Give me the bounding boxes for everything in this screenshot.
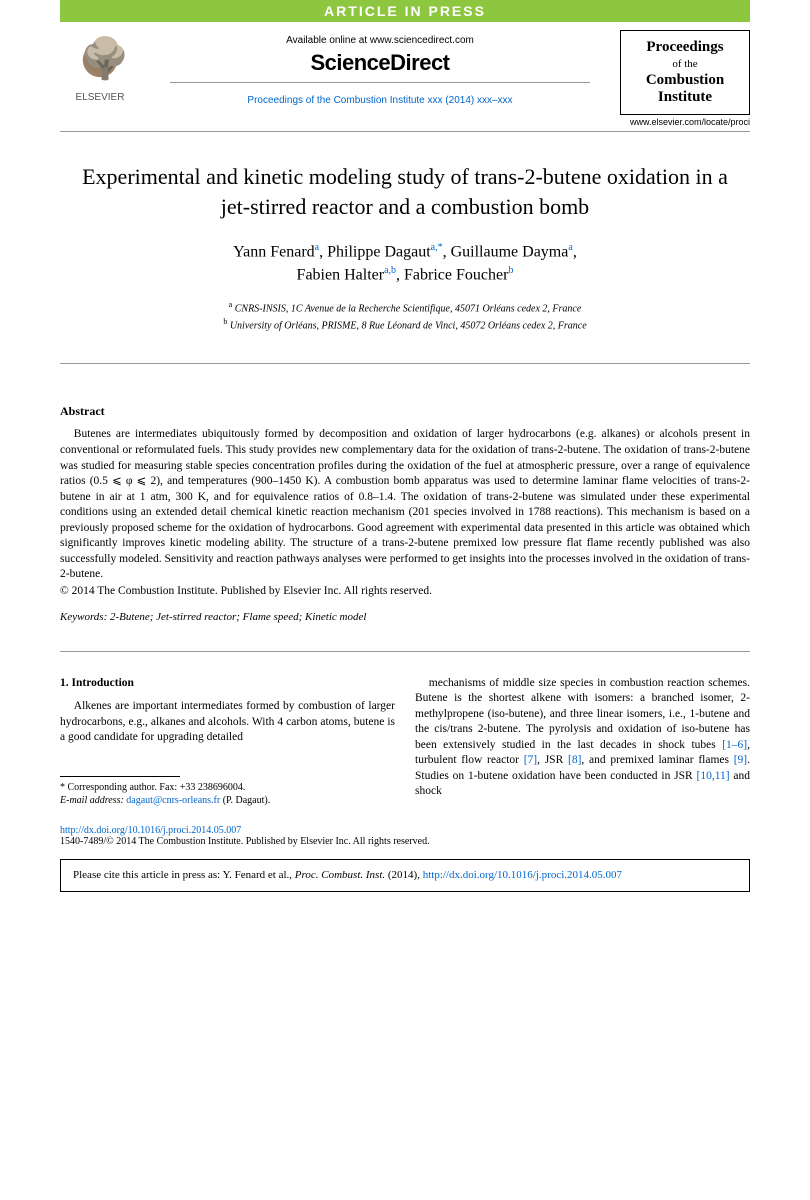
abstract-text: Butenes are intermediates ubiquitously f… <box>60 427 750 582</box>
body-columns: 1. Introduction Alkenes are important in… <box>60 676 750 807</box>
affiliations: a CNRS-INSIS, 1C Avenue de la Recherche … <box>60 299 750 334</box>
center-header: Available online at www.sciencedirect.co… <box>140 30 620 106</box>
article-in-press-banner: ARTICLE IN PRESS <box>60 0 750 22</box>
citation-box: Please cite this article in press as: Y.… <box>60 859 750 892</box>
keywords-list: 2-Butene; Jet-stirred reactor; Flame spe… <box>110 611 366 623</box>
journal-line1: Proceedings <box>625 39 745 56</box>
intro-col1-text: Alkenes are important intermediates form… <box>60 699 395 746</box>
left-column: 1. Introduction Alkenes are important in… <box>60 676 395 807</box>
author-list: Yann Fenarda, Philippe Dagauta,*, Guilla… <box>60 241 750 286</box>
affil-link-a[interactable]: a <box>315 242 319 253</box>
header-row: ELSEVIER Available online at www.science… <box>60 30 750 115</box>
doi-link[interactable]: http://dx.doi.org/10.1016/j.proci.2014.0… <box>60 825 750 836</box>
affil-link-a2[interactable]: a <box>568 242 572 253</box>
email-link[interactable]: dagaut@cnrs-orleans.fr <box>126 795 220 806</box>
journal-title-box: Proceedings of the Combustion Institute <box>620 30 750 115</box>
right-column: mechanisms of middle size species in com… <box>415 676 750 807</box>
affil-link-b[interactable]: b <box>508 265 513 276</box>
ref-link-8[interactable]: [8] <box>568 754 581 766</box>
journal-line3: Combustion <box>625 72 745 89</box>
affil-link-ab[interactable]: a,b <box>384 265 396 276</box>
journal-line2: of the <box>625 58 745 70</box>
email-label: E-mail address: <box>60 795 124 806</box>
abstract-heading: Abstract <box>60 404 750 419</box>
elsevier-label: ELSEVIER <box>60 92 140 103</box>
article-title: Experimental and kinetic modeling study … <box>70 162 740 221</box>
intro-col2-text: mechanisms of middle size species in com… <box>415 676 750 800</box>
keywords-line: Keywords: 2-Butene; Jet-stirred reactor;… <box>60 611 750 623</box>
affiliation-b: University of Orléans, PRISME, 8 Rue Léo… <box>230 320 587 331</box>
journal-url[interactable]: www.elsevier.com/locate/proci <box>0 117 750 127</box>
ref-link-9[interactable]: [9] <box>734 754 747 766</box>
affil-link-a-corr[interactable]: a,* <box>431 242 443 253</box>
elsevier-logo-box: ELSEVIER <box>60 30 140 103</box>
ref-link-10-11[interactable]: [10,11] <box>696 770 729 782</box>
journal-line4: Institute <box>625 89 745 106</box>
corr-author-line: * Corresponding author. Fax: +33 2386960… <box>60 781 395 794</box>
citebox-year: (2014), <box>385 869 423 881</box>
email-suffix: (P. Dagaut). <box>223 795 271 806</box>
corresponding-author-footnote: * Corresponding author. Fax: +33 2386960… <box>60 781 395 807</box>
affiliation-a: CNRS-INSIS, 1C Avenue de la Recherche Sc… <box>235 303 582 314</box>
elsevier-tree-icon <box>70 30 130 90</box>
sciencedirect-logo: ScienceDirect <box>150 50 610 76</box>
footnote-separator <box>60 776 180 777</box>
citebox-prefix: Please cite this article in press as: Y.… <box>73 869 295 881</box>
citation-line[interactable]: Proceedings of the Combustion Institute … <box>150 95 610 106</box>
ref-link-1-6[interactable]: [1–6] <box>722 739 747 751</box>
keywords-label: Keywords: <box>60 611 107 623</box>
available-online-text: Available online at www.sciencedirect.co… <box>150 35 610 46</box>
ref-link-7[interactable]: [7] <box>524 754 537 766</box>
section-1-heading: 1. Introduction <box>60 676 395 692</box>
abstract-copyright: © 2014 The Combustion Institute. Publish… <box>60 585 750 597</box>
citebox-url[interactable]: http://dx.doi.org/10.1016/j.proci.2014.0… <box>423 869 622 881</box>
issn-copyright: 1540-7489/© 2014 The Combustion Institut… <box>60 836 750 847</box>
citebox-journal: Proc. Combust. Inst. <box>295 869 385 881</box>
